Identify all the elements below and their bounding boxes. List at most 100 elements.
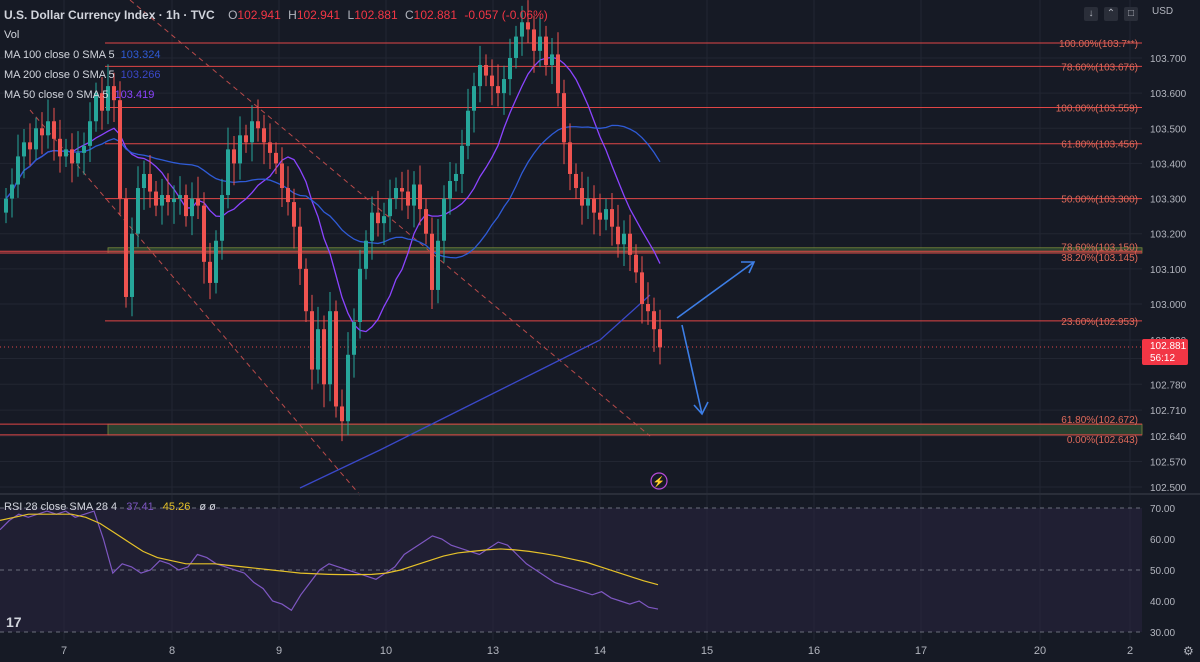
symbol-title[interactable]: U.S. Dollar Currency Index · 1h · TVC xyxy=(4,8,215,22)
fib-label: 61.80%(102.672) xyxy=(1061,415,1138,426)
price-tick-label: 103.200 xyxy=(1150,230,1187,241)
candle xyxy=(82,132,86,175)
trend-channel xyxy=(29,0,651,496)
time-tick-label: 2 xyxy=(1127,645,1133,657)
fib-label: 50.00%(103.300) xyxy=(1061,195,1138,206)
candle-body xyxy=(40,128,44,136)
candle xyxy=(106,64,110,125)
candle-body xyxy=(322,329,326,385)
fib-label: 23.60%(102.953) xyxy=(1061,317,1138,328)
candle-body xyxy=(400,188,404,192)
candle-body xyxy=(274,152,278,164)
candle xyxy=(610,192,614,246)
time-axis[interactable]: 7 8 9 10 13 14 15 16 17 20 2 ⚙ xyxy=(61,644,1194,658)
candle-body xyxy=(592,198,596,213)
fibonacci-levels: 100.00%(103.7**) 78.60%(103.676) 100.00%(1… xyxy=(0,39,1142,446)
candle-body xyxy=(28,142,32,150)
fib-label: 0.00%(102.643) xyxy=(1067,435,1138,446)
fib-label: 78.60%(103.676) xyxy=(1061,62,1138,73)
candle-body xyxy=(484,65,488,76)
candle xyxy=(556,32,560,107)
legend-ma50[interactable]: MA 50 close 0 SMA 5 103.419 xyxy=(4,89,155,101)
candle xyxy=(16,134,20,198)
candle xyxy=(502,65,506,115)
candle-body xyxy=(316,329,320,370)
candle-body xyxy=(232,149,236,164)
candle xyxy=(64,138,68,167)
price-badge-countdown: 56:12 xyxy=(1150,353,1175,364)
candle xyxy=(616,204,620,258)
price-tick-label: 103.500 xyxy=(1150,124,1187,135)
arrow-up-head-icon xyxy=(741,261,756,274)
candle-body xyxy=(568,142,572,174)
candle-body xyxy=(454,173,458,181)
rsi-tick-label: 60.00 xyxy=(1150,535,1175,546)
candle-body xyxy=(22,142,26,157)
candle-body xyxy=(538,36,542,51)
legend-ma100[interactable]: MA 100 close 0 SMA 5 103.324 xyxy=(4,49,161,61)
price-tick-label: 103.700 xyxy=(1150,54,1187,65)
candle xyxy=(562,79,566,165)
legend-ma200[interactable]: MA 200 close 0 SMA 5 103.266 xyxy=(4,69,161,81)
candle-body xyxy=(394,188,398,199)
candle-body xyxy=(88,121,92,146)
candle-body xyxy=(64,149,68,157)
candle xyxy=(658,309,662,365)
candle-body xyxy=(514,36,518,58)
candle-body xyxy=(166,195,170,203)
candle-body xyxy=(340,406,344,422)
candle xyxy=(214,230,218,294)
candle-body xyxy=(100,93,104,111)
candle-body xyxy=(496,86,500,94)
candle-body xyxy=(298,226,302,269)
candle xyxy=(142,160,146,210)
candle xyxy=(550,38,554,85)
rsi-legend[interactable]: RSI 28 close SMA 28 4 37.41 45.26 ø ø xyxy=(4,501,216,513)
candle-body xyxy=(106,86,110,111)
candle xyxy=(334,300,338,418)
candle xyxy=(514,25,518,69)
candle-body xyxy=(634,254,638,273)
candle-body xyxy=(94,93,98,122)
candle-body xyxy=(4,198,8,213)
candle-body xyxy=(16,156,20,185)
candle-body xyxy=(358,268,362,322)
projection-arrows[interactable]: ⚡ xyxy=(650,261,756,490)
close-value: 102.881 xyxy=(413,8,458,22)
candle-body xyxy=(466,110,470,146)
rsi-pane xyxy=(0,493,1200,633)
rsi-tick-label: 30.00 xyxy=(1150,628,1175,639)
candle xyxy=(88,102,92,163)
candle xyxy=(382,202,386,245)
maximize-icon[interactable]: □ xyxy=(1124,7,1138,21)
candle xyxy=(568,123,572,191)
currency-label[interactable]: USD xyxy=(1152,6,1174,17)
candle-body xyxy=(202,205,206,262)
legend-vol[interactable]: Vol xyxy=(4,29,20,41)
arrow-down-line xyxy=(681,324,703,415)
move-down-icon[interactable]: ↓ xyxy=(1084,7,1098,21)
candle xyxy=(364,230,368,280)
candles[interactable] xyxy=(4,0,662,442)
time-tick-label: 13 xyxy=(487,645,499,657)
candle-body xyxy=(244,135,248,143)
candle-body xyxy=(334,311,338,407)
rsi-line xyxy=(0,510,659,612)
candle xyxy=(148,154,152,208)
channel-lower xyxy=(29,109,361,496)
candle-body xyxy=(622,233,626,245)
candle xyxy=(328,292,332,402)
candle xyxy=(586,176,590,219)
candle-body xyxy=(412,184,416,206)
collapse-icon[interactable]: ⌃ xyxy=(1104,7,1118,21)
candle xyxy=(40,112,44,155)
low-value: 102.881 xyxy=(354,8,398,22)
candle xyxy=(520,5,524,56)
candle-body xyxy=(226,149,230,196)
candle xyxy=(532,15,536,73)
candle xyxy=(154,181,158,217)
candle-body xyxy=(658,329,662,348)
candle xyxy=(244,124,248,153)
